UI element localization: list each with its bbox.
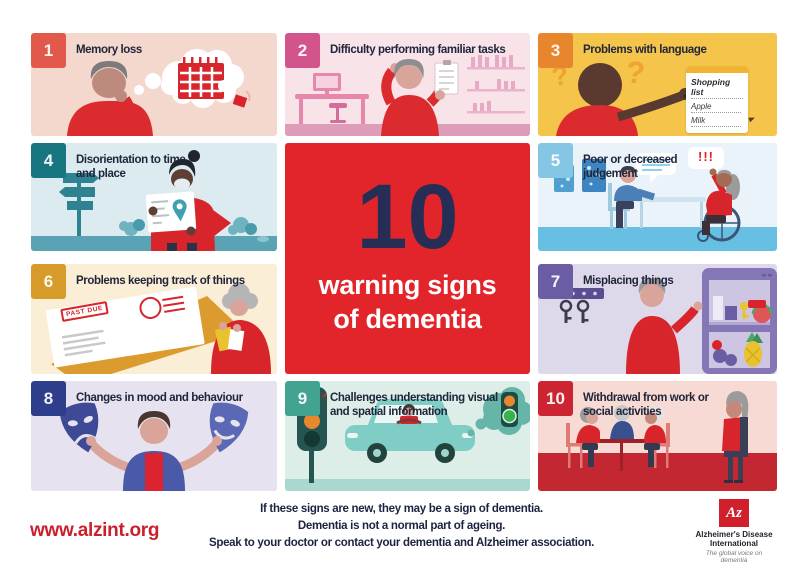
- card-number-1: 1: [31, 33, 66, 68]
- calendar-icon: [178, 57, 230, 99]
- lone-person: [722, 391, 749, 483]
- adi-logo-name-line2: International: [709, 539, 758, 549]
- card-memory-loss: 1 Memory loss: [31, 33, 277, 136]
- poster-title: warning signs of dementia: [318, 270, 497, 335]
- disorientation-scene-svg: [31, 150, 277, 251]
- paper-icon: [227, 329, 245, 351]
- notepad-item: Apple: [691, 102, 741, 113]
- card-title-keeping-track: Problems keeping track of things: [76, 275, 245, 287]
- shelves-icon: [467, 55, 525, 114]
- notepad-title: Shopping list: [691, 77, 743, 99]
- card-title-visual-spatial: Challenges understanding visual and spat…: [330, 392, 498, 419]
- notepad-blank-line: [691, 132, 741, 133]
- language-scene-svg: [556, 63, 755, 136]
- card-title-misplacing: Misplacing things: [583, 275, 674, 287]
- card-title-withdrawal: Withdrawal from work or social activitie…: [583, 392, 709, 419]
- desk-icon: [295, 73, 369, 124]
- card-visual-spatial: 9 Challenges understanding visual and sp…: [285, 381, 530, 491]
- question-mark-icon: ?: [624, 54, 647, 91]
- card-number-8: 8: [31, 381, 66, 416]
- card-title-familiar-tasks: Difficulty performing familiar tasks: [330, 44, 506, 56]
- card-keeping-track: PAST DUE 6 Problems keeping track of thi…: [31, 264, 277, 374]
- card-misplacing: 7 Misplacing things: [538, 264, 777, 374]
- footer-line-1: If these signs are new, they may be a si…: [260, 503, 543, 515]
- misplacing-illustration: [538, 264, 777, 374]
- card-number-5: 5: [538, 143, 573, 178]
- notepad-header-bar: [686, 66, 748, 73]
- card-title-language: Problems with language: [583, 44, 707, 56]
- card-disorientation: 4 Disorientation to time and place: [31, 143, 277, 251]
- card-judgement: !!! 5 Poor or decreased judgement: [538, 143, 777, 251]
- postmark-icon: [139, 295, 186, 319]
- familiar-tasks-illustration: [285, 33, 530, 136]
- card-mood: 8 Changes in mood and behaviour: [31, 381, 277, 491]
- memory-loss-scene-svg: [67, 49, 251, 136]
- adi-logo-name: Alzheimer's Disease International: [693, 530, 775, 548]
- pineapple-icon: [744, 332, 763, 367]
- mood-illustration: [31, 381, 277, 491]
- memory-loss-illustration: [31, 33, 277, 136]
- card-number-2: 2: [285, 33, 320, 68]
- card-title-mood: Changes in mood and behaviour: [76, 392, 243, 404]
- center-title-tile: 10 warning signs of dementia: [285, 143, 530, 374]
- checklist-icon: [434, 60, 459, 100]
- thought-bubble-icon: [467, 387, 530, 437]
- card-title-disorientation: Disorientation to time and place: [76, 154, 186, 181]
- card-number-4: 4: [31, 143, 66, 178]
- car-icon: [345, 399, 475, 463]
- card-number-7: 7: [538, 264, 573, 299]
- shopping-list-notepad: Shopping list Apple Milk: [686, 66, 748, 133]
- notepad-item: Milk: [691, 116, 741, 127]
- misplacing-scene-svg: [554, 268, 777, 374]
- signpost-icon: [59, 173, 99, 236]
- fridge-icon: [702, 268, 777, 374]
- adi-logo-name-line1: Alzheimer's Disease: [695, 530, 773, 539]
- map-icon: [145, 191, 197, 233]
- card-number-10: 10: [538, 381, 573, 416]
- adi-logo-tagline: The global voice on dementia: [705, 550, 763, 565]
- envelope-icon: [45, 286, 205, 368]
- card-number-9: 9: [285, 381, 320, 416]
- judgement-scene-svg: [538, 147, 777, 251]
- exclamation-text: !!!: [698, 149, 714, 164]
- adi-logo: Az Alzheimer's Disease International The…: [693, 499, 775, 564]
- footer-message: If these signs are new, they may be a si…: [0, 501, 803, 552]
- withdrawal-scene-svg: [538, 391, 777, 491]
- card-familiar-tasks: 2 Difficulty performing familiar tasks: [285, 33, 530, 136]
- card-number-3: 3: [538, 33, 573, 68]
- familiar-tasks-scene-svg: [285, 55, 530, 136]
- card-number-6: 6: [31, 264, 66, 299]
- card-title-memory-loss: Memory loss: [76, 44, 142, 56]
- withdrawal-illustration: [538, 381, 777, 491]
- poster-number: 10: [356, 166, 459, 269]
- keeping-track-illustration: PAST DUE: [31, 264, 277, 374]
- footer-line-3: Speak to your doctor or contact your dem…: [208, 537, 595, 549]
- falling-puzzle-piece-icon: [232, 94, 248, 108]
- adi-logo-mark-icon: Az: [719, 499, 749, 527]
- website-url: www.alzint.org: [30, 520, 160, 541]
- card-withdrawal: 10 Withdrawal from work or social activi…: [538, 381, 777, 491]
- location-pin-icon: [172, 199, 187, 222]
- chair-icon: [566, 423, 670, 468]
- keys-in-fridge-icon: [740, 300, 766, 319]
- table-icon: [590, 439, 654, 471]
- mood-scene-svg: [59, 402, 249, 491]
- disorientation-illustration: [31, 143, 277, 251]
- imagined-traffic-light-icon: [501, 392, 518, 427]
- card-language: ? ? Shopping list Apple Milk 3 Problems …: [538, 33, 777, 136]
- language-illustration: ? ? Shopping list Apple Milk: [538, 33, 777, 136]
- card-title-judgement: Poor or decreased judgement: [583, 154, 678, 181]
- judgement-illustration: !!!: [538, 143, 777, 251]
- speech-bubble-icon: [636, 153, 676, 183]
- footer-line-2: Dementia is not a normal part of ageing.: [297, 520, 506, 532]
